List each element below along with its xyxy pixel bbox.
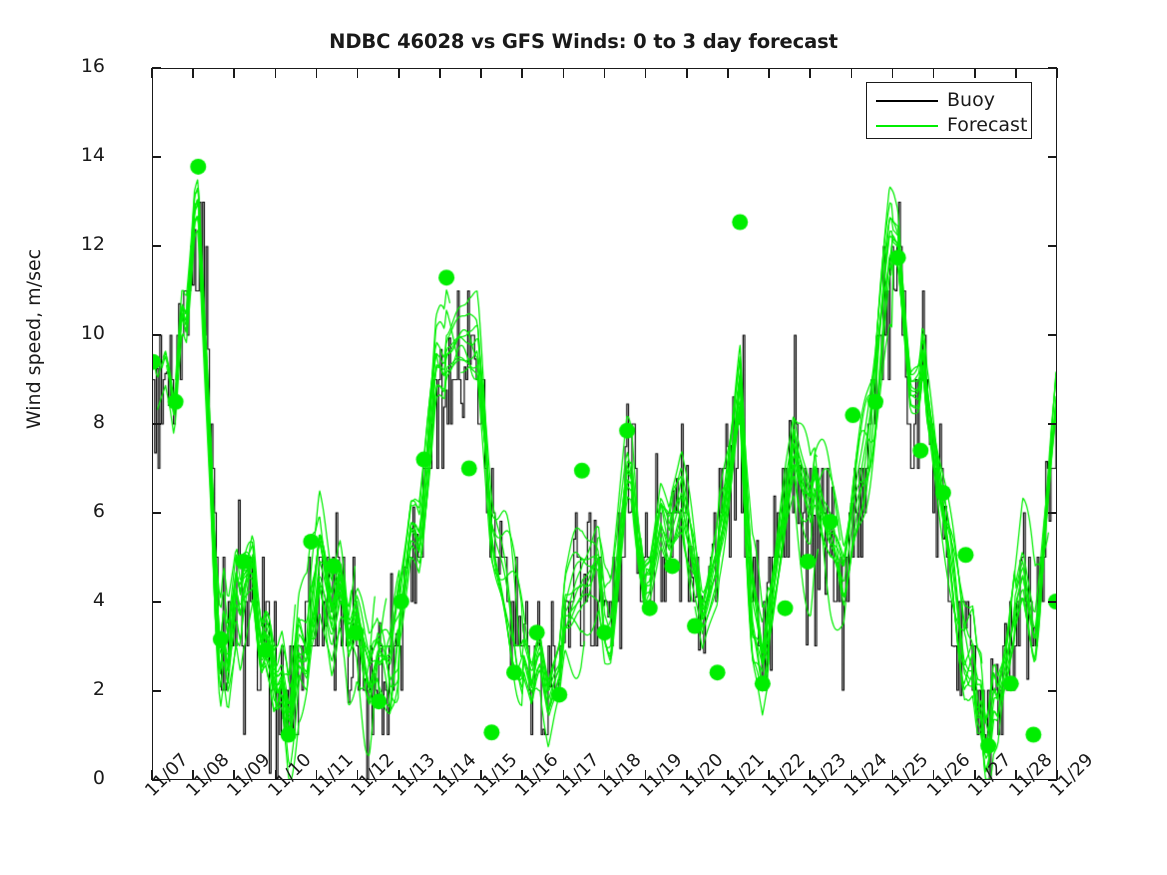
x-tick-mark-top bbox=[603, 68, 606, 78]
y-tick-mark-right bbox=[1048, 512, 1057, 514]
x-tick-mark-top bbox=[151, 68, 153, 78]
x-tick-mark bbox=[151, 770, 153, 780]
x-tick-mark-top bbox=[685, 68, 688, 78]
y-tick-label: 2 bbox=[92, 678, 105, 700]
x-tick-mark-top bbox=[727, 68, 729, 78]
x-tick-mark bbox=[685, 770, 688, 780]
y-tick-mark bbox=[152, 334, 161, 336]
x-tick-mark-top bbox=[233, 68, 236, 78]
x-tick-mark bbox=[644, 770, 647, 780]
x-tick-mark-top bbox=[315, 68, 318, 78]
y-tick-label: 12 bbox=[80, 233, 105, 255]
y-tick-label: 0 bbox=[92, 767, 105, 789]
y-tick-mark bbox=[152, 690, 161, 692]
x-tick-mark-top bbox=[891, 68, 894, 78]
y-tick-mark-right bbox=[1048, 423, 1057, 425]
legend-label-buoy: Buoy bbox=[947, 89, 995, 111]
x-tick-mark-top bbox=[274, 68, 277, 78]
x-tick-mark-top bbox=[398, 68, 400, 78]
y-tick-label: 16 bbox=[80, 55, 105, 77]
x-tick-mark bbox=[973, 770, 976, 780]
y-tick-label: 14 bbox=[80, 144, 105, 166]
y-tick-label: 10 bbox=[80, 322, 105, 344]
x-tick-mark bbox=[562, 770, 565, 780]
chart-title: NDBC 46028 vs GFS Winds: 0 to 3 day fore… bbox=[329, 30, 838, 53]
y-axis-label: Wind speed, m/sec bbox=[23, 248, 45, 430]
x-tick-mark-top bbox=[644, 68, 647, 78]
x-tick-mark bbox=[603, 770, 606, 780]
x-tick-mark bbox=[356, 770, 359, 780]
x-tick-mark bbox=[192, 770, 194, 780]
x-tick-mark-top bbox=[562, 68, 565, 78]
x-tick-mark-top bbox=[439, 68, 441, 78]
x-tick-mark bbox=[233, 770, 236, 780]
x-tick-mark bbox=[727, 770, 729, 780]
x-tick-mark-top bbox=[356, 68, 359, 78]
legend-swatch-forecast bbox=[876, 124, 938, 127]
x-tick-mark bbox=[768, 770, 770, 780]
y-tick-label: 4 bbox=[92, 589, 105, 611]
x-tick-mark bbox=[809, 770, 811, 780]
x-tick-mark bbox=[891, 770, 894, 780]
x-tick-mark bbox=[521, 770, 524, 780]
x-tick-mark bbox=[480, 770, 482, 780]
y-tick-mark bbox=[152, 601, 161, 603]
x-tick-mark-top bbox=[809, 68, 811, 78]
x-tick-mark-top bbox=[480, 68, 482, 78]
y-tick-mark bbox=[152, 245, 161, 247]
y-tick-label: 8 bbox=[92, 411, 105, 433]
legend-item-buoy: Buoy bbox=[867, 88, 1031, 113]
y-tick-mark-right bbox=[1048, 601, 1057, 603]
x-tick-mark-top bbox=[973, 68, 976, 78]
x-tick-mark-top bbox=[1056, 68, 1058, 78]
x-tick-mark-top bbox=[768, 68, 770, 78]
x-tick-mark-top bbox=[850, 68, 853, 78]
y-tick-mark bbox=[152, 156, 161, 158]
y-tick-mark bbox=[152, 512, 161, 514]
legend-swatch-buoy bbox=[876, 99, 938, 102]
x-tick-mark bbox=[850, 770, 853, 780]
x-tick-mark bbox=[1015, 770, 1017, 780]
y-tick-mark-right bbox=[1048, 690, 1057, 692]
x-tick-mark-top bbox=[1015, 68, 1017, 78]
plot-area bbox=[152, 68, 1057, 780]
x-tick-mark bbox=[274, 770, 277, 780]
y-tick-mark bbox=[152, 423, 161, 425]
y-tick-mark-right bbox=[1048, 334, 1057, 336]
x-tick-mark bbox=[439, 770, 441, 780]
x-tick-mark bbox=[398, 770, 400, 780]
y-tick-label: 6 bbox=[92, 500, 105, 522]
y-tick-mark bbox=[152, 67, 161, 69]
x-tick-mark bbox=[932, 770, 935, 780]
chart-legend: Buoy Forecast bbox=[866, 82, 1032, 139]
x-tick-mark-top bbox=[932, 68, 935, 78]
legend-item-forecast: Forecast bbox=[867, 113, 1031, 138]
x-tick-mark-top bbox=[192, 68, 194, 78]
x-tick-mark bbox=[1056, 770, 1058, 780]
y-tick-mark-right bbox=[1048, 156, 1057, 158]
y-tick-mark-right bbox=[1048, 245, 1057, 247]
y-tick-mark bbox=[152, 779, 161, 781]
chart-canvas bbox=[153, 69, 1056, 779]
y-tick-mark-right bbox=[1048, 67, 1057, 69]
legend-label-forecast: Forecast bbox=[947, 114, 1028, 136]
x-tick-mark bbox=[315, 770, 318, 780]
y-tick-mark-right bbox=[1048, 779, 1057, 781]
x-tick-mark-top bbox=[521, 68, 524, 78]
